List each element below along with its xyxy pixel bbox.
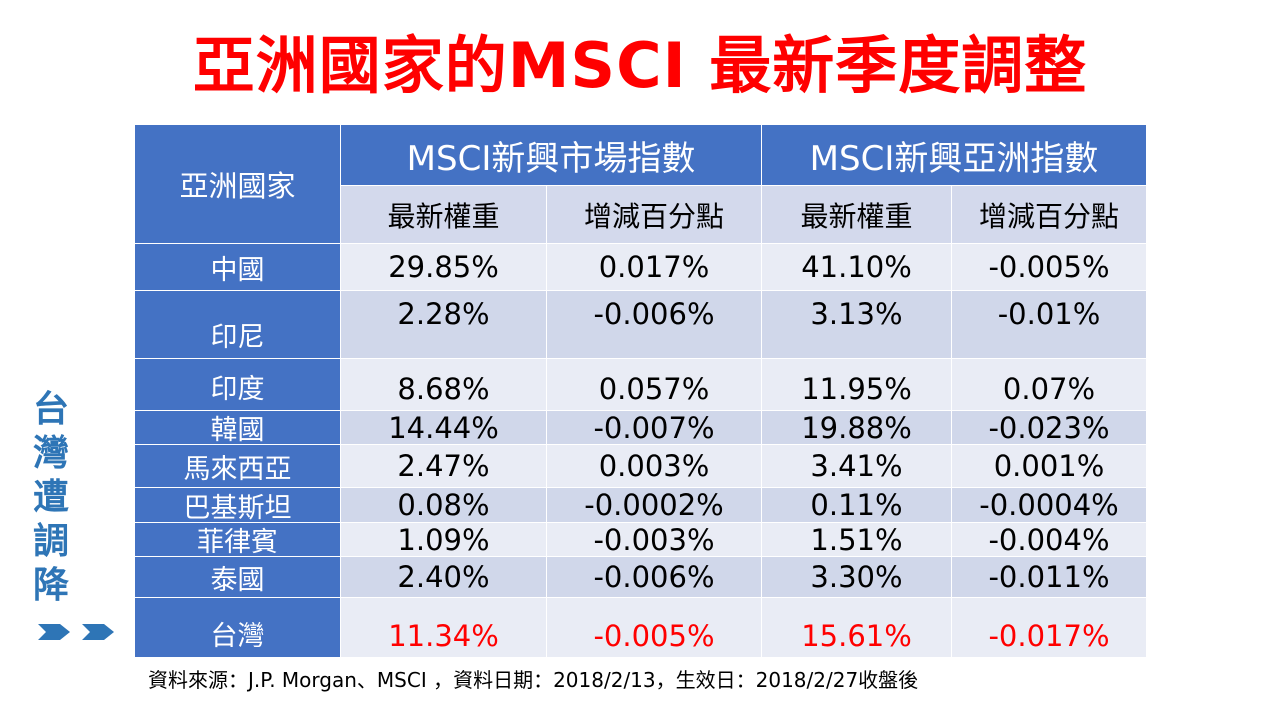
- side-char: 台: [32, 389, 69, 430]
- table-cell: 0.11%: [762, 488, 952, 523]
- table-cell: 0.08%: [341, 488, 547, 523]
- side-char: 降: [32, 565, 69, 606]
- side-char: 遭: [32, 477, 69, 518]
- table-cell: 3.30%: [762, 557, 952, 598]
- table-cell: 29.85%: [341, 244, 547, 291]
- subheader-em-change: 增減百分點: [547, 186, 762, 244]
- row-label: 中國: [135, 244, 341, 291]
- table-cell: 0.057%: [547, 359, 762, 411]
- row-label: 印尼: [135, 291, 341, 359]
- taiwan-downgrade-label: 台 灣 遭 調 降: [26, 388, 76, 608]
- table-cell-highlight: 11.34%: [341, 598, 547, 658]
- table-cell: 1.51%: [762, 523, 952, 557]
- table-cell: 0.003%: [547, 445, 762, 488]
- table-cell: -0.011%: [952, 557, 1147, 598]
- side-char: 灣: [32, 433, 69, 474]
- table-cell: -0.003%: [547, 523, 762, 557]
- group-header-em: MSCI新興市場指數: [341, 125, 762, 186]
- table-cell: -0.023%: [952, 411, 1147, 445]
- row-label: 印度: [135, 359, 341, 411]
- table-cell: -0.0002%: [547, 488, 762, 523]
- table-cell: -0.004%: [952, 523, 1147, 557]
- table-cell-highlight: -0.005%: [547, 598, 762, 658]
- table-cell: 2.40%: [341, 557, 547, 598]
- subheader-em-weight: 最新權重: [341, 186, 547, 244]
- source-note: 資料來源：J.P. Morgan、MSCI ，資料日期：2018/2/13，生效…: [148, 668, 919, 692]
- table-cell: 19.88%: [762, 411, 952, 445]
- table-cell: 3.41%: [762, 445, 952, 488]
- page-title: 亞洲國家的MSCI 最新季度調整: [192, 29, 1088, 102]
- row-label: 韓國: [135, 411, 341, 446]
- table-cell: -0.006%: [547, 291, 762, 359]
- table-cell-highlight: -0.017%: [952, 598, 1147, 658]
- row-label: 泰國: [135, 557, 341, 598]
- table-cell: -0.005%: [952, 244, 1147, 291]
- msci-table: 亞洲國家 MSCI新興市場指數 MSCI新興亞洲指數 最新權重 增減百分點 最新…: [135, 125, 1147, 658]
- table-cell: 11.95%: [762, 359, 952, 411]
- row-label: 巴基斯坦: [135, 488, 341, 524]
- table-cell: 2.47%: [341, 445, 547, 488]
- table-cell: 41.10%: [762, 244, 952, 291]
- corner-header: 亞洲國家: [135, 125, 341, 244]
- table-cell: -0.01%: [952, 291, 1147, 359]
- table-cell: 0.017%: [547, 244, 762, 291]
- table-cell: 14.44%: [341, 411, 547, 445]
- subheader-asia-change: 增減百分點: [952, 186, 1147, 244]
- table-cell-highlight: 15.61%: [762, 598, 952, 658]
- row-label: 菲律賓: [135, 523, 341, 558]
- subheader-asia-weight: 最新權重: [762, 186, 952, 244]
- table-cell: -0.006%: [547, 557, 762, 598]
- table-cell: 2.28%: [341, 291, 547, 359]
- table-cell: 3.13%: [762, 291, 952, 359]
- row-label: 馬來西亞: [135, 445, 341, 488]
- table-cell: -0.0004%: [952, 488, 1147, 523]
- row-label-taiwan: 台灣: [135, 598, 341, 658]
- double-chevron-right-icon: [38, 624, 114, 640]
- side-char: 調: [32, 521, 69, 562]
- table-cell: 8.68%: [341, 359, 547, 411]
- group-header-asia: MSCI新興亞洲指數: [762, 125, 1147, 186]
- table-cell: 1.09%: [341, 523, 547, 557]
- table-cell: 0.001%: [952, 445, 1147, 488]
- table-cell: 0.07%: [952, 359, 1147, 411]
- table-cell: -0.007%: [547, 411, 762, 445]
